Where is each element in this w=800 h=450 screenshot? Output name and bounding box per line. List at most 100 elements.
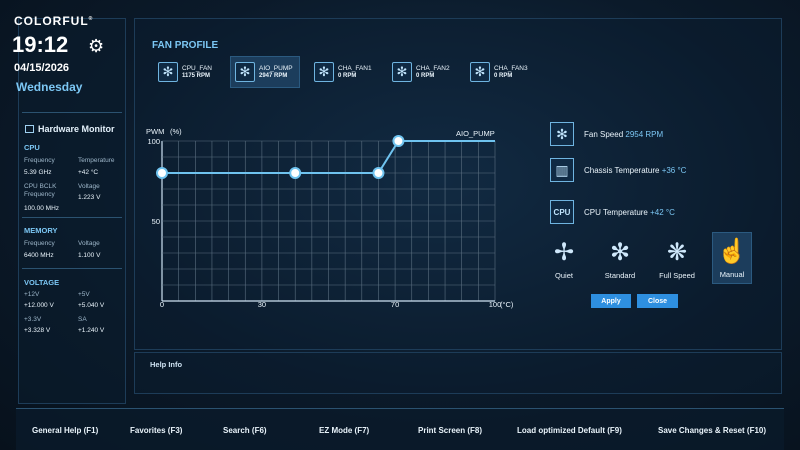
chart-title: AIO_PUMP bbox=[456, 129, 495, 138]
monitor-icon bbox=[25, 125, 34, 133]
fan-tab-rpm: 0 RPM bbox=[416, 73, 435, 79]
x-tick-label: 70 bbox=[391, 300, 399, 309]
voltage-section-title: VOLTAGE bbox=[24, 278, 60, 287]
clock-date: 04/15/2026 bbox=[14, 62, 70, 74]
fan-tab-cha-fan1[interactable]: ✻ CHA_FAN1 0 RPM bbox=[310, 56, 380, 88]
clock-day: Wednesday bbox=[16, 80, 83, 94]
mode-standard-button[interactable]: ✻ Standard bbox=[590, 232, 650, 284]
x-tick-label: 0 bbox=[160, 300, 164, 309]
y-tick-label: 100 bbox=[147, 137, 160, 146]
hand-pointer-icon: ☝ bbox=[717, 238, 747, 265]
brand-logo: COLORFUL® bbox=[14, 14, 93, 28]
cpu-section-title: CPU bbox=[24, 143, 40, 152]
chassis-icon: ▥ bbox=[550, 158, 574, 182]
cpu-temperature-label: Temperature bbox=[78, 157, 115, 164]
memory-section-title: MEMORY bbox=[24, 226, 58, 235]
hardware-sidebar bbox=[18, 18, 126, 404]
hardware-monitor-title: Hardware Monitor bbox=[38, 124, 115, 134]
sidebar-divider bbox=[22, 112, 122, 113]
mode-manual-button[interactable]: ☝ Manual bbox=[712, 232, 752, 284]
fan-icon: ✻ bbox=[470, 62, 490, 82]
curve-control-point[interactable] bbox=[392, 135, 405, 147]
fan-tab-name: CHA_FAN3 bbox=[494, 65, 528, 72]
v12-label: +12V bbox=[24, 291, 40, 298]
print-screen-button[interactable]: Print Screen (F8) bbox=[418, 426, 483, 435]
sidebar-divider bbox=[22, 217, 122, 218]
search-button[interactable]: Search (F6) bbox=[223, 426, 267, 435]
cpu-icon: CPU bbox=[550, 200, 574, 224]
cpu-voltage-value: 1.223 V bbox=[78, 194, 101, 201]
fan-tab-rpm: 1175 RPM bbox=[182, 73, 211, 79]
fan-tab-rpm: 0 RPM bbox=[494, 73, 513, 79]
general-help-button[interactable]: General Help (F1) bbox=[32, 426, 99, 435]
fan-profile-title: FAN PROFILE bbox=[152, 40, 219, 51]
v5-label: +5V bbox=[78, 291, 90, 298]
fan-tab-cpu-fan[interactable]: ✻ CPU_FAN 1175 RPM bbox=[154, 56, 224, 88]
cpu-temp-row: CPU CPU Temperature +42 °C bbox=[550, 200, 675, 224]
fan-tab-rpm: 0 RPM bbox=[338, 73, 357, 79]
fan-tab-name: AIO_PUMP bbox=[259, 65, 293, 72]
curve-control-point[interactable] bbox=[156, 167, 168, 179]
memory-voltage-label: Voltage bbox=[78, 240, 100, 247]
fan-curve-chart[interactable]: PWM (%) AIO_PUMP (°C) 0 30 70 100 50 100 bbox=[140, 120, 520, 320]
cpu-temp-value: +42 °C bbox=[650, 207, 675, 217]
cpu-temp-label: CPU Temperature bbox=[584, 207, 648, 217]
brand-mark: ® bbox=[88, 16, 94, 22]
load-defaults-button[interactable]: Load optimized Default (F9) bbox=[517, 426, 622, 435]
chart-ylabel: PWM bbox=[146, 127, 164, 136]
gear-icon[interactable]: ⚙ bbox=[88, 36, 105, 56]
fan-speed-row: ✻ Fan Speed 2954 RPM bbox=[550, 122, 663, 146]
favorites-button[interactable]: Favorites (F3) bbox=[130, 426, 183, 435]
sidebar-divider bbox=[22, 268, 122, 269]
v33-value: +3.328 V bbox=[24, 327, 51, 334]
curve-control-point[interactable] bbox=[289, 167, 302, 179]
mode-full-speed-button[interactable]: ❋ Full Speed bbox=[647, 232, 707, 284]
cpu-temperature-value: +42 °C bbox=[78, 169, 99, 176]
mode-label: Standard bbox=[604, 271, 636, 280]
fan-icon: ✻ bbox=[235, 62, 255, 82]
cpu-frequency-value: 5.39 GHz bbox=[24, 169, 52, 176]
fan-tab-aio-pump[interactable]: ✻ AIO_PUMP 2947 RPM bbox=[230, 56, 300, 88]
brand-text: COLORFUL bbox=[14, 14, 89, 28]
fan-speed-label: Fan Speed bbox=[584, 129, 624, 139]
help-info-panel bbox=[134, 352, 782, 394]
fan-tab-name: CHA_FAN2 bbox=[416, 65, 450, 72]
cpu-frequency-label: Frequency bbox=[24, 157, 55, 164]
function-key-bar bbox=[16, 408, 784, 450]
fan-tab-cha-fan3[interactable]: ✻ CHA_FAN3 0 RPM bbox=[466, 56, 536, 88]
chassis-temp-label: Chassis Temperature bbox=[584, 165, 660, 175]
cpu-bclk-value: 100.00 MHz bbox=[24, 205, 60, 212]
apply-button[interactable]: Apply bbox=[591, 294, 631, 308]
chart-xunit: (°C) bbox=[500, 300, 514, 309]
cpu-bclk-label: CPU BCLK Frequency bbox=[24, 183, 57, 198]
save-reset-button[interactable]: Save Changes & Reset (F10) bbox=[658, 426, 767, 435]
fan-icon: ✻ bbox=[158, 62, 178, 82]
fan-tab-cha-fan2[interactable]: ✻ CHA_FAN2 0 RPM bbox=[388, 56, 458, 88]
chart-grid bbox=[161, 140, 496, 302]
fan-tab-rpm: 2947 RPM bbox=[259, 73, 288, 79]
v5-value: +5.040 V bbox=[78, 302, 105, 309]
fan-full-icon: ❋ bbox=[666, 239, 688, 266]
chart-ticks: 0 30 70 100 50 100 bbox=[147, 137, 501, 309]
fan-standard-icon: ✻ bbox=[609, 239, 631, 266]
mode-quiet-button[interactable]: ✢ Quiet bbox=[534, 232, 594, 284]
mode-label: Full Speed bbox=[659, 271, 695, 280]
fan-slow-icon: ✢ bbox=[553, 239, 575, 266]
sa-value: +1.240 V bbox=[78, 327, 105, 334]
memory-frequency-label: Frequency bbox=[24, 240, 55, 247]
fan-curve-points[interactable] bbox=[156, 135, 405, 179]
memory-frequency-value: 6400 MHz bbox=[24, 252, 54, 259]
x-tick-label: 100 bbox=[489, 300, 502, 309]
help-info-title: Help Info bbox=[150, 360, 183, 369]
cpu-voltage-label: Voltage bbox=[78, 183, 100, 190]
fan-icon: ✻ bbox=[550, 122, 574, 146]
chassis-temp-row: ▥ Chassis Temperature +36 °C bbox=[550, 158, 686, 182]
mode-label: Manual bbox=[719, 270, 745, 279]
y-tick-label: 50 bbox=[152, 217, 160, 226]
clock-time: 19:12 bbox=[12, 32, 69, 57]
curve-control-point[interactable] bbox=[372, 167, 385, 179]
x-tick-label: 30 bbox=[258, 300, 266, 309]
close-button[interactable]: Close bbox=[637, 294, 678, 308]
ez-mode-button[interactable]: EZ Mode (F7) bbox=[319, 426, 370, 435]
chassis-temp-value: +36 °C bbox=[661, 165, 687, 175]
